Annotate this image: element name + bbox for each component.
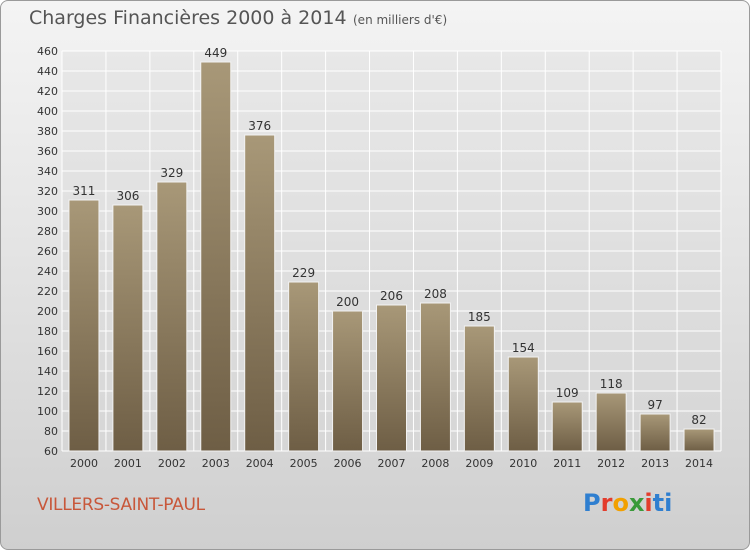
y-tick-label: 60 (44, 445, 58, 458)
chart-subtitle: (en milliers d'€) (353, 13, 448, 27)
x-tick-label: 2013 (641, 457, 669, 470)
value-label: 449 (204, 46, 227, 60)
value-label: 97 (647, 398, 662, 412)
bar-2004[interactable] (244, 134, 276, 452)
value-label: 311 (73, 184, 96, 198)
value-label: 208 (424, 287, 447, 301)
bar-2011[interactable] (551, 401, 583, 452)
y-tick-label: 220 (37, 285, 58, 298)
value-label: 306 (116, 189, 139, 203)
y-tick-label: 300 (37, 205, 58, 218)
y-axis-labels: 60 80 100 120 140 160 180 200 220 240 260 280 300 320… (37, 45, 58, 458)
value-label: 329 (160, 166, 183, 180)
bar-2005[interactable] (288, 281, 320, 452)
x-tick-label: 2000 (70, 457, 98, 470)
y-tick-label: 260 (37, 245, 58, 258)
y-tick-label: 160 (37, 345, 58, 358)
y-tick-label: 180 (37, 325, 58, 338)
x-tick-label: 2003 (202, 457, 230, 470)
y-tick-label: 400 (37, 105, 58, 118)
value-label: 376 (248, 119, 271, 133)
city-name: VILLERS-SAINT-PAUL (37, 495, 205, 515)
value-label: 229 (292, 266, 315, 280)
y-tick-label: 80 (44, 425, 58, 438)
value-label: 154 (512, 341, 535, 355)
x-tick-label: 2009 (465, 457, 493, 470)
bar-2000[interactable] (68, 199, 100, 452)
proxiti-logo[interactable]: Proxiti (583, 489, 673, 517)
y-tick-label: 460 (37, 45, 58, 58)
bar-2001[interactable] (112, 204, 144, 452)
value-label: 109 (556, 386, 579, 400)
bar-2008[interactable] (419, 302, 451, 452)
y-tick-label: 420 (37, 85, 58, 98)
x-tick-label: 2011 (553, 457, 581, 470)
x-tick-label: 2010 (509, 457, 537, 470)
bar-2002[interactable] (156, 181, 188, 452)
value-label: 185 (468, 310, 491, 324)
x-tick-label: 2005 (290, 457, 318, 470)
x-tick-label: 2002 (158, 457, 186, 470)
y-tick-label: 200 (37, 305, 58, 318)
bar-2014[interactable] (683, 428, 715, 452)
chart-title: Charges Financières 2000 à 2014 (29, 7, 347, 29)
value-label: 200 (336, 295, 359, 309)
bar-2007[interactable] (376, 304, 407, 452)
x-tick-label: 2008 (421, 457, 449, 470)
y-tick-label: 140 (37, 365, 58, 378)
x-tick-label: 2006 (334, 457, 362, 470)
y-tick-label: 280 (37, 225, 58, 238)
y-tick-label: 380 (37, 125, 58, 138)
bar-2009[interactable] (463, 325, 495, 452)
bar-2006[interactable] (332, 310, 364, 452)
bar-2010[interactable] (507, 356, 539, 452)
y-tick-label: 340 (37, 165, 58, 178)
bar-2013[interactable] (639, 413, 671, 452)
bar-2012[interactable] (595, 392, 627, 452)
x-tick-label: 2012 (597, 457, 625, 470)
value-label: 82 (691, 413, 706, 427)
bars (68, 61, 715, 452)
x-tick-label: 2014 (685, 457, 713, 470)
x-tick-label: 2001 (114, 457, 142, 470)
y-tick-label: 100 (37, 405, 58, 418)
value-label: 118 (600, 377, 623, 391)
y-tick-label: 440 (37, 65, 58, 78)
value-label: 206 (380, 289, 403, 303)
x-tick-label: 2007 (378, 457, 406, 470)
y-tick-label: 360 (37, 145, 58, 158)
value-labels: 311 306 329 449 376 229 200 206 208 185 154 109 118 9… (73, 46, 707, 427)
x-tick-label: 2004 (246, 457, 274, 470)
x-axis-labels: 2000 2001 2002 2003 2004 2005 2006 2007 2008 2009… (70, 457, 713, 470)
bar-2003[interactable] (200, 61, 232, 452)
y-tick-label: 120 (37, 385, 58, 398)
y-tick-label: 240 (37, 265, 58, 278)
y-tick-label: 320 (37, 185, 58, 198)
